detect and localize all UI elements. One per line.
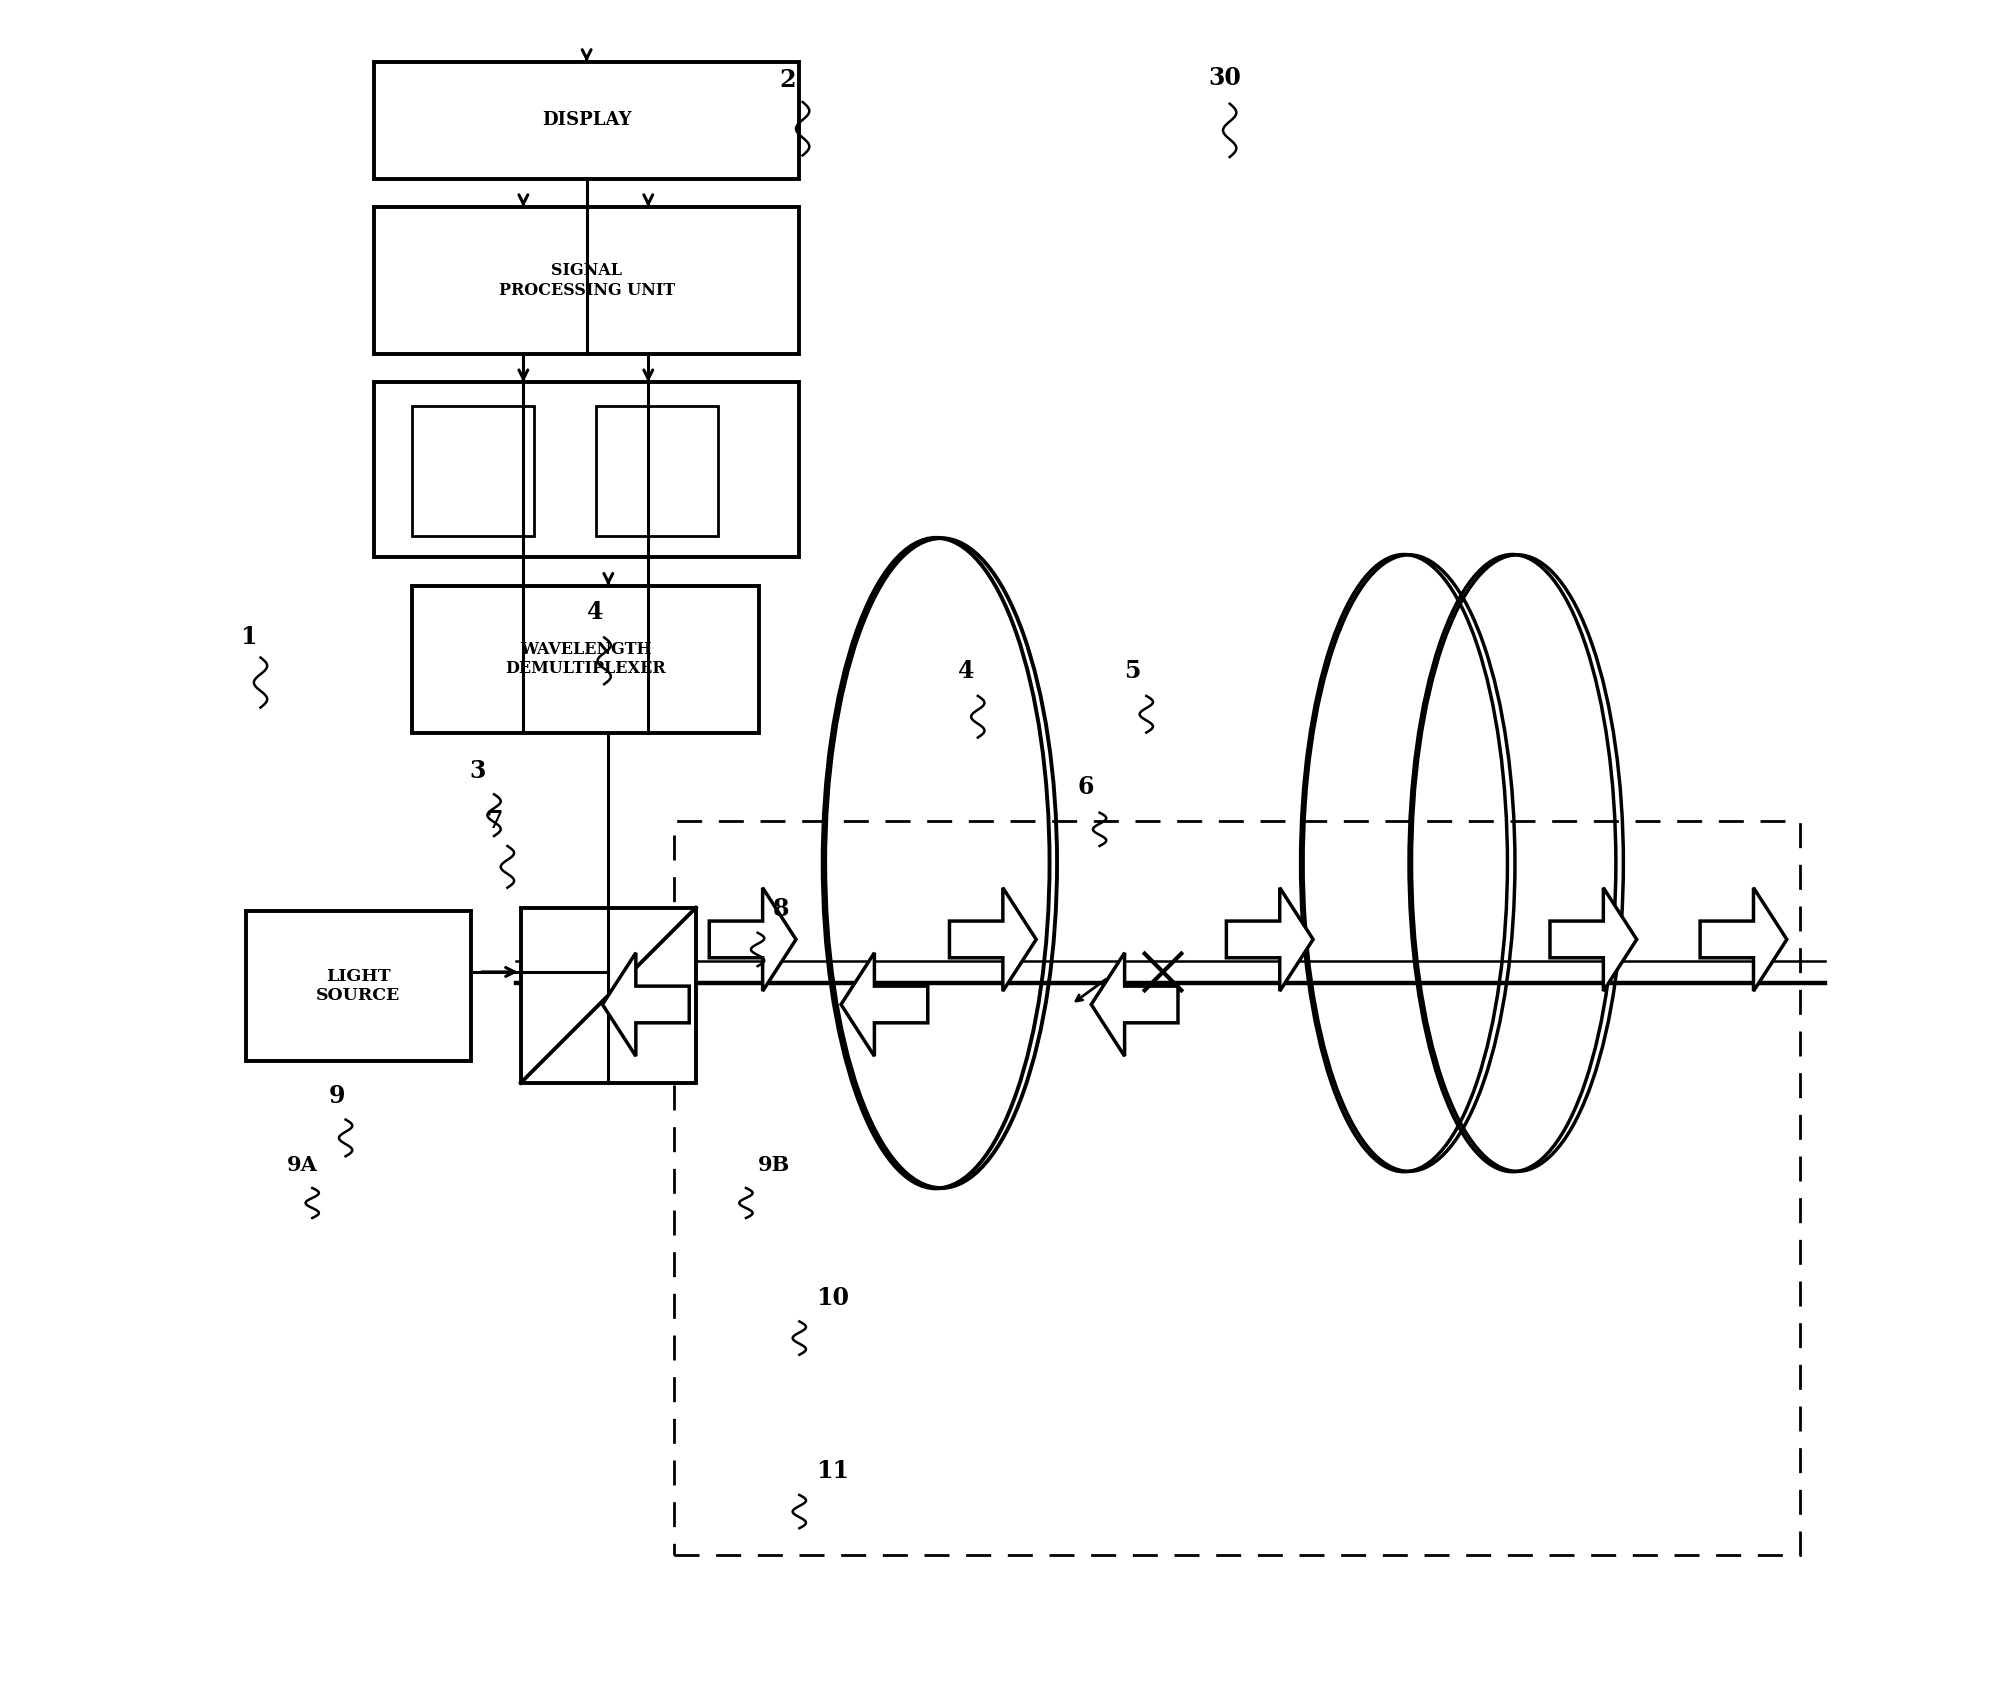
Text: 7: 7 <box>486 809 501 833</box>
Polygon shape <box>1698 888 1786 991</box>
Text: WAVELENGTH
DEMULTIPLEXER: WAVELENGTH DEMULTIPLEXER <box>505 641 665 678</box>
Text: 8: 8 <box>773 897 789 922</box>
Bar <box>412 585 759 733</box>
Bar <box>595 405 717 537</box>
Bar <box>246 912 470 1061</box>
Polygon shape <box>949 888 1035 991</box>
Text: 5: 5 <box>1125 659 1141 683</box>
Text: 9A: 9A <box>288 1156 318 1176</box>
Text: 9B: 9B <box>757 1156 789 1176</box>
Polygon shape <box>1091 952 1177 1056</box>
Text: 4: 4 <box>957 659 973 683</box>
Text: 30: 30 <box>1207 66 1241 91</box>
Text: 10: 10 <box>815 1285 849 1310</box>
Polygon shape <box>709 888 795 991</box>
Polygon shape <box>601 952 689 1056</box>
Text: LIGHT
SOURCE: LIGHT SOURCE <box>316 967 400 1004</box>
Text: 2: 2 <box>779 67 795 93</box>
Bar <box>673 821 1800 1554</box>
Text: 1: 1 <box>240 626 258 649</box>
Bar <box>412 405 533 537</box>
Polygon shape <box>1548 888 1636 991</box>
Text: 11: 11 <box>815 1460 849 1484</box>
Text: SIGNAL
PROCESSING UNIT: SIGNAL PROCESSING UNIT <box>498 262 675 299</box>
Text: 9: 9 <box>330 1083 346 1108</box>
Bar <box>374 62 799 178</box>
Polygon shape <box>841 952 927 1056</box>
Text: 4: 4 <box>587 600 603 624</box>
Polygon shape <box>1225 888 1313 991</box>
Bar <box>521 908 695 1083</box>
Bar <box>374 382 799 557</box>
Text: 6: 6 <box>1077 775 1093 799</box>
Text: 3: 3 <box>470 759 486 782</box>
Text: DISPLAY: DISPLAY <box>541 111 631 130</box>
Bar <box>374 207 799 353</box>
